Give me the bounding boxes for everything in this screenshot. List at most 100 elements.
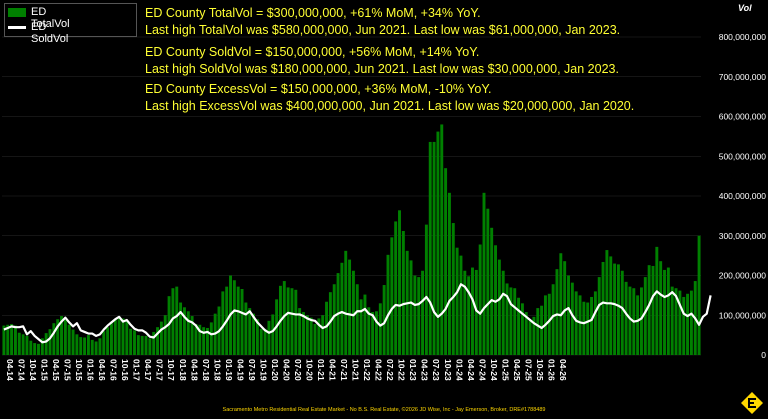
bar-totalvol	[401, 230, 405, 355]
y-tick-label: 500,000,000	[719, 151, 767, 161]
x-tick-label: 01-25	[500, 359, 510, 381]
x-tick-label: 07-21	[339, 359, 349, 381]
bar-totalvol	[651, 265, 655, 355]
x-tick-label: 01-16	[86, 359, 96, 381]
x-tick-label: 07-14	[16, 359, 26, 381]
bar-totalvol	[171, 288, 175, 355]
bar-totalvol	[578, 295, 582, 356]
y-tick-label: 300,000,000	[719, 231, 767, 241]
bar-totalvol	[501, 270, 505, 355]
bar-totalvol	[640, 287, 643, 355]
bar-totalvol	[83, 337, 87, 355]
x-tick-label: 01-18	[178, 359, 188, 381]
x-tick-label: 10-17	[166, 359, 176, 381]
y-axis-unit-label: Vol	[738, 3, 752, 13]
bar-totalvol	[678, 290, 682, 355]
bar-totalvol	[471, 267, 474, 355]
bar-totalvol	[551, 284, 555, 355]
bar-totalvol	[536, 308, 540, 355]
x-tick-label: 01-15	[39, 359, 49, 381]
x-tick-label: 07-19	[247, 359, 257, 381]
bar-totalvol	[13, 325, 17, 355]
bar-totalvol	[613, 263, 617, 355]
x-tick-label: 01-26	[546, 359, 556, 381]
bar-totalvol	[532, 316, 536, 355]
x-tick-label: 04-23	[420, 359, 430, 381]
bar-totalvol	[305, 315, 309, 355]
bar-totalvol	[351, 270, 355, 355]
x-tick-label: 04-18	[189, 359, 199, 381]
bar-totalvol	[56, 319, 60, 355]
x-tick-label: 04-21	[328, 359, 338, 381]
x-tick-label: 01-20	[270, 359, 280, 381]
brand-logo-icon	[741, 392, 763, 414]
bar-totalvol	[98, 338, 102, 355]
bar-totalvol	[163, 315, 167, 355]
bar-totalvol	[86, 335, 90, 356]
x-tick-label: 07-18	[201, 359, 211, 381]
bar-totalvol	[674, 288, 678, 355]
annotation-excessvol-history: Last high ExcessVol was $400,000,000, Ju…	[145, 99, 635, 113]
bar-totalvol	[567, 275, 570, 355]
annotation-totalvol-current: ED County TotalVol = $300,000,000, +61% …	[145, 6, 481, 20]
bar-totalvol	[593, 291, 597, 355]
bar-totalvol	[29, 340, 33, 355]
bar-totalvol	[252, 313, 256, 355]
bar-totalvol	[455, 247, 459, 355]
bar-totalvol	[375, 311, 378, 355]
bars-totalvol	[2, 124, 701, 356]
bar-totalvol	[106, 327, 110, 355]
bar-totalvol	[505, 283, 509, 355]
bar-totalvol	[144, 335, 148, 355]
bar-totalvol	[40, 338, 44, 355]
bar-totalvol	[179, 302, 183, 355]
bar-totalvol	[48, 329, 52, 355]
bar-totalvol	[186, 311, 190, 355]
bar-totalvol	[309, 317, 313, 355]
bar-totalvol	[540, 305, 544, 355]
bar-totalvol	[67, 324, 71, 355]
bar-totalvol	[194, 324, 198, 355]
bar-totalvol	[37, 343, 40, 355]
bar-totalvol	[490, 227, 494, 355]
bar-totalvol	[286, 287, 290, 355]
bar-totalvol	[424, 224, 428, 355]
bar-totalvol	[232, 280, 236, 355]
x-tick-label: 01-17	[132, 359, 142, 381]
bar-totalvol	[221, 291, 225, 355]
bar-totalvol	[71, 329, 75, 355]
bar-totalvol	[209, 322, 213, 355]
bar-totalvol	[447, 192, 451, 355]
bar-totalvol	[148, 338, 152, 355]
x-tick-label: 04-24	[466, 359, 476, 381]
bar-totalvol	[459, 255, 463, 356]
bar-totalvol	[394, 221, 398, 355]
bar-totalvol	[609, 256, 613, 355]
bar-totalvol	[555, 269, 559, 355]
bar-totalvol	[182, 307, 186, 355]
bar-totalvol	[317, 318, 321, 355]
bar-totalvol	[302, 312, 305, 355]
x-tick-label: 10-25	[535, 359, 545, 381]
bar-totalvol	[113, 319, 117, 355]
x-tick-label: 04-17	[143, 359, 153, 381]
bar-totalvol	[620, 270, 624, 355]
annotation-soldvol-current: ED County SoldVol = $150,000,000, +56% M…	[145, 45, 480, 59]
bar-totalvol	[125, 320, 129, 355]
bar-totalvol	[509, 287, 513, 355]
bar-totalvol	[255, 319, 259, 355]
bar-totalvol	[436, 131, 440, 355]
bar-totalvol	[624, 281, 628, 355]
bar-totalvol	[486, 208, 490, 355]
bar-totalvol	[2, 325, 6, 355]
x-tick-label: 10-24	[489, 359, 499, 381]
bar-totalvol	[528, 320, 532, 355]
bar-totalvol	[497, 259, 501, 355]
bar-totalvol	[10, 324, 14, 355]
bar-totalvol	[382, 285, 386, 355]
bar-totalvol	[52, 323, 56, 355]
x-tick-label: 10-15	[74, 359, 84, 381]
x-tick-label: 01-23	[408, 359, 418, 381]
bar-totalvol	[636, 295, 640, 356]
